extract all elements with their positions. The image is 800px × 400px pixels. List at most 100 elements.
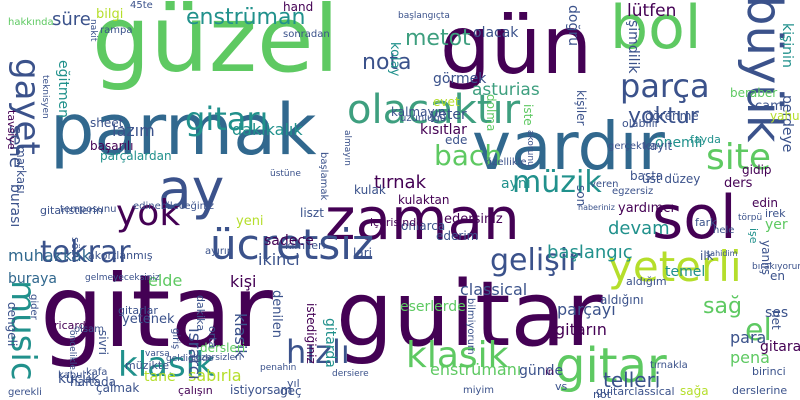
- word-114: hakkında: [8, 17, 54, 28]
- word-172: gelmeyeceksiniz: [85, 273, 160, 283]
- word-88: parçalardan: [100, 149, 172, 163]
- word-6: ay: [158, 157, 225, 221]
- word-185: geldiğinde: [166, 354, 214, 364]
- word-179: haberiniz: [578, 203, 615, 212]
- word-146: çalmak: [96, 381, 140, 395]
- word-45: kişi: [230, 272, 257, 291]
- word-14: gitar: [555, 338, 667, 394]
- word-33: el: [745, 313, 772, 348]
- word-90: denilen: [269, 290, 284, 338]
- word-36: sene: [5, 125, 26, 168]
- word-46: classical: [460, 280, 528, 299]
- word-44: buraya: [8, 271, 57, 287]
- word-58: tane: [144, 369, 176, 385]
- word-20: yok: [116, 193, 181, 234]
- word-78: perdeye: [779, 95, 795, 153]
- word-52: asturias: [472, 80, 540, 100]
- word-32: sağ: [703, 294, 742, 319]
- word-133: kabul: [58, 370, 86, 381]
- word-163: egzersiz: [612, 186, 654, 197]
- word-183: penahin: [260, 363, 297, 373]
- word-181: aldığını: [600, 293, 644, 307]
- word-68: ısrarcı: [184, 328, 204, 380]
- word-126: ede: [445, 133, 468, 147]
- word-188: almayın: [342, 130, 352, 166]
- word-65: gitara: [760, 339, 800, 355]
- word-193: nakit: [88, 19, 98, 42]
- word-3: parmak: [50, 89, 317, 171]
- word-111: sözü: [69, 237, 82, 263]
- word-124: dolma: [484, 94, 498, 132]
- word-112: temposunu: [60, 204, 117, 215]
- word-80: küçük: [58, 371, 100, 387]
- word-115: 45te: [130, 0, 153, 11]
- word-11: ücretsiz: [210, 220, 374, 269]
- word-104: öğrenme: [645, 109, 699, 123]
- word-116: hand: [283, 0, 314, 14]
- word-74: edersiniz: [444, 212, 503, 227]
- word-175: yanlış: [759, 240, 773, 275]
- word-103: beraber: [730, 86, 778, 100]
- word-16: gitarı: [185, 100, 269, 138]
- word-91: istiyorsam: [230, 383, 293, 397]
- word-160: yetenek: [122, 312, 175, 327]
- word-159: müzikte: [125, 359, 169, 372]
- word-42: ikinci: [258, 250, 300, 269]
- word-177: şahidim: [706, 249, 738, 258]
- word-25: hızlı: [286, 333, 350, 371]
- word-153: ilk: [700, 249, 714, 263]
- word-4: vardır: [472, 108, 665, 185]
- word-164: son: [574, 185, 588, 207]
- word-84: yer: [765, 217, 788, 233]
- word-120: sonradan: [283, 29, 330, 40]
- word-27: bach: [434, 139, 503, 172]
- word-166: hele: [713, 225, 735, 236]
- word-107: fark: [695, 216, 717, 229]
- word-81: yeter: [430, 107, 467, 123]
- word-12: yeterli: [608, 242, 742, 291]
- word-72: yardımcı: [618, 201, 675, 216]
- word-64: para: [730, 328, 767, 347]
- word-148: birinci: [752, 365, 786, 378]
- word-95: kulak: [354, 183, 386, 197]
- word-13: klasik: [406, 335, 509, 376]
- word-145: kafa: [86, 367, 108, 378]
- word-174: işe: [747, 228, 760, 244]
- word-101: kayıt: [643, 139, 673, 153]
- word-96: başta: [630, 169, 664, 183]
- word-136: geç: [280, 384, 302, 398]
- word-43: muhakkak: [8, 246, 91, 265]
- word-134: haftada: [70, 375, 117, 389]
- word-100: gidip: [742, 163, 772, 177]
- word-48: süre: [52, 9, 91, 30]
- word-167: kimileri: [285, 239, 326, 252]
- word-168: gitaristlerin: [40, 204, 104, 217]
- word-184: egzersizleri: [190, 353, 242, 363]
- word-131: içerisinde: [370, 216, 423, 229]
- word-69: gitarda: [322, 318, 338, 368]
- word-56: yeni: [236, 214, 264, 229]
- word-23: music: [3, 280, 43, 381]
- word-142: derslerine: [732, 384, 788, 397]
- word-189: akorunu: [525, 130, 535, 167]
- word-8: gitar: [40, 253, 273, 370]
- word-121: iste: [521, 104, 535, 126]
- word-87: tavsiye: [5, 110, 18, 150]
- word-186: üstüne: [270, 169, 301, 179]
- word-94: istediğiniz: [304, 303, 318, 364]
- word-158: öncelikle: [67, 330, 77, 370]
- word-125: özellikle: [486, 157, 527, 168]
- word-154: en: [770, 269, 785, 283]
- word-132: lari: [353, 246, 372, 260]
- word-77: şimdilik: [625, 20, 641, 74]
- word-155: net: [769, 310, 783, 330]
- word-157: giriş: [170, 328, 181, 350]
- word-127: kişiler: [574, 90, 588, 126]
- word-17: parça: [620, 67, 710, 105]
- word-92: dersleri: [200, 341, 246, 355]
- word-123: başlangıçta: [398, 11, 450, 21]
- word-93: dakika: [194, 295, 207, 332]
- word-67: parçayı: [557, 300, 616, 319]
- word-178: törpü: [738, 213, 763, 223]
- word-5: zaman: [325, 185, 520, 253]
